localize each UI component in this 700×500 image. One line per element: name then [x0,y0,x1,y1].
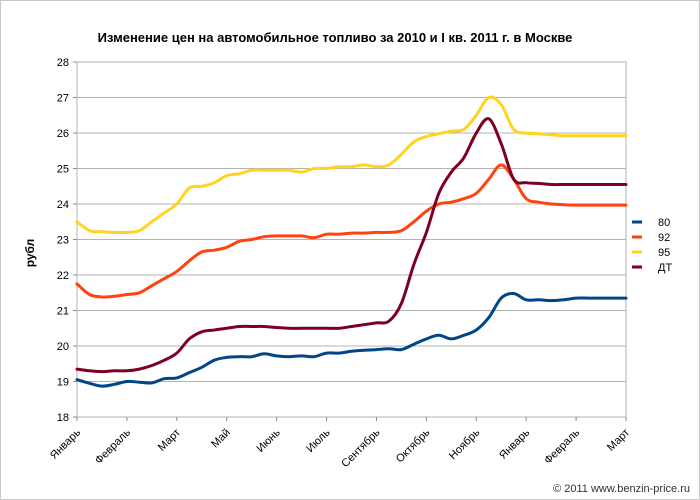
x-tick-label: Март [156,427,183,454]
legend-label: 92 [658,232,670,244]
x-tick-label: Сентябрь [339,426,383,470]
series-line-80 [75,291,628,388]
y-tick-label: 22 [57,270,69,282]
y-tick-label: 23 [57,235,69,247]
y-tick-label: 19 [57,377,69,389]
x-tick-label: Октябрь [394,426,433,465]
y-tick-label: 28 [57,57,69,69]
y-tick-label: 21 [57,306,69,318]
y-tick-label: 18 [57,412,69,424]
legend: 80 92 95 ДТ [632,217,672,274]
series-line-95 [75,95,628,235]
copyright-footer: © 2011 www.benzin-price.ru [553,483,690,495]
x-tick-label: Май [209,427,233,451]
series-line-92 [75,163,628,299]
x-tick-label: Март [605,427,632,454]
x-ticks: Январь Февраль Март Май Июнь Июль Сентябрь Октя… [48,426,632,470]
y-tick-label: 26 [57,128,69,140]
y-tick-label: 25 [57,164,69,176]
y-tick-label: 24 [57,199,69,211]
x-tick-label: Ноябрь [447,426,483,462]
x-tick-label: Июнь [254,426,282,454]
y-tick-label: 27 [57,93,69,105]
chart-title: Изменение цен на автомобильное топливо з… [98,30,573,45]
y-axis-label: рубл [23,239,37,268]
legend-label: ДТ [658,262,672,274]
series-line-ДТ [75,117,628,374]
x-tick-label: Февраль [93,426,133,466]
legend-label: 95 [658,247,670,259]
x-tick-label: Январь [497,426,532,461]
y-tick-label: 20 [57,341,69,353]
axes [73,61,627,421]
x-tick-label: Январь [48,426,83,461]
x-tick-label: Июль [304,426,333,455]
series-lines [75,95,628,388]
plot-area [76,61,627,418]
y-ticks: 18 19 20 21 22 23 24 25 26 27 28 [57,57,69,424]
legend-label: 80 [658,217,670,229]
x-tick-label: Февраль [542,426,582,466]
